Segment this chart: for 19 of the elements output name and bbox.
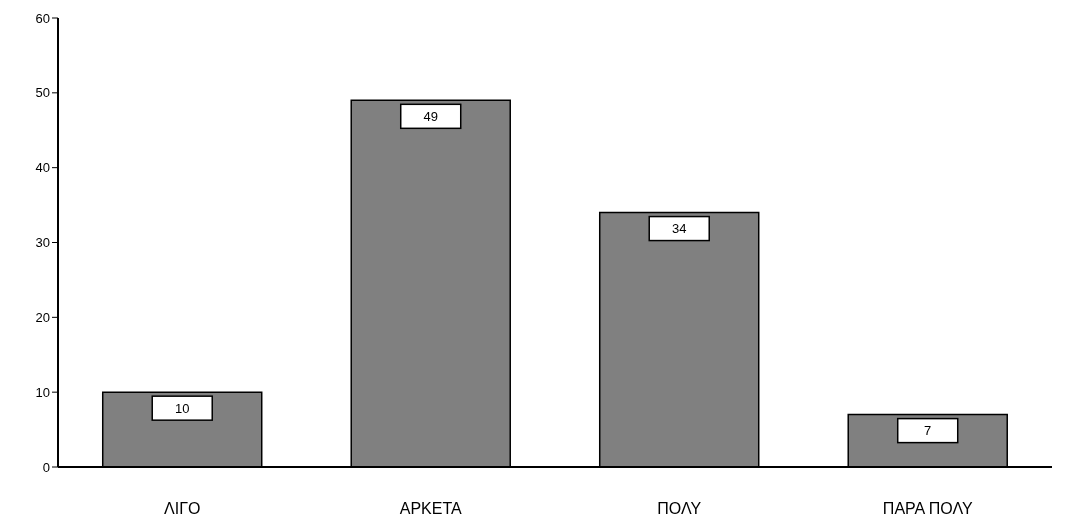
x-tick-label: ΠΑΡΑ ΠΟΛΥ [882,500,973,518]
y-tick-label: 60 [35,10,50,26]
label-box: 49 [400,103,462,130]
y-tick-label: 40 [35,160,50,176]
x-tick-label: ΑΡΚΕΤΑ [399,500,463,518]
x-tick-label: ΠΟΛΥ [657,500,702,518]
y-tick-label: 20 [35,309,50,325]
data-label: 34 [672,221,687,237]
label-box: 7 [897,417,959,444]
y-tick-label: 0 [42,459,50,475]
x-tick-label: ΛΙΓΟ [164,500,201,518]
label-box: 34 [648,215,710,242]
y-tick-label: 10 [35,384,50,400]
label-box: 10 [151,395,213,421]
data-label: 7 [924,423,932,439]
y-tick-label: 30 [35,235,50,251]
data-label: 10 [175,400,190,416]
data-label: 49 [423,108,438,124]
y-tick-label: 50 [35,85,50,101]
